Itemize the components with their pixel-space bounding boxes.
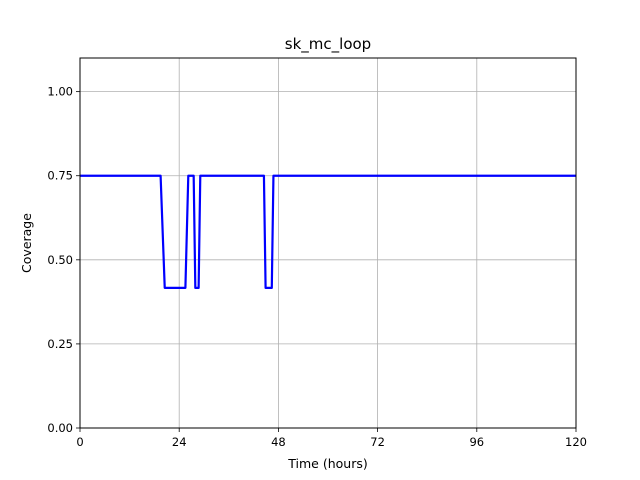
- ticks: 0 24 48 72 96 120 0.00 0.25 0.50 0.75 1.00: [47, 85, 587, 449]
- x-tick-label: 0: [76, 435, 83, 449]
- series-layer: [80, 174, 576, 289]
- coverage-series-line: [80, 174, 576, 289]
- x-tick-label: 120: [565, 435, 587, 449]
- plot-frame: [79, 57, 577, 429]
- y-tick-label: 0.75: [47, 169, 73, 183]
- x-axis-label: Time (hours): [287, 456, 367, 471]
- y-axis-label: Coverage: [19, 213, 34, 273]
- x-tick-label: 96: [469, 435, 484, 449]
- x-tick-label: 24: [172, 435, 187, 449]
- y-tick-label: 1.00: [47, 85, 73, 99]
- y-tick-label: 0.25: [47, 337, 73, 351]
- y-tick-label: 0.00: [47, 421, 73, 435]
- x-tick-label: 72: [370, 435, 385, 449]
- chart-title: sk_mc_loop: [285, 35, 371, 54]
- x-tick-label: 48: [271, 435, 286, 449]
- y-tick-label: 0.50: [47, 253, 73, 267]
